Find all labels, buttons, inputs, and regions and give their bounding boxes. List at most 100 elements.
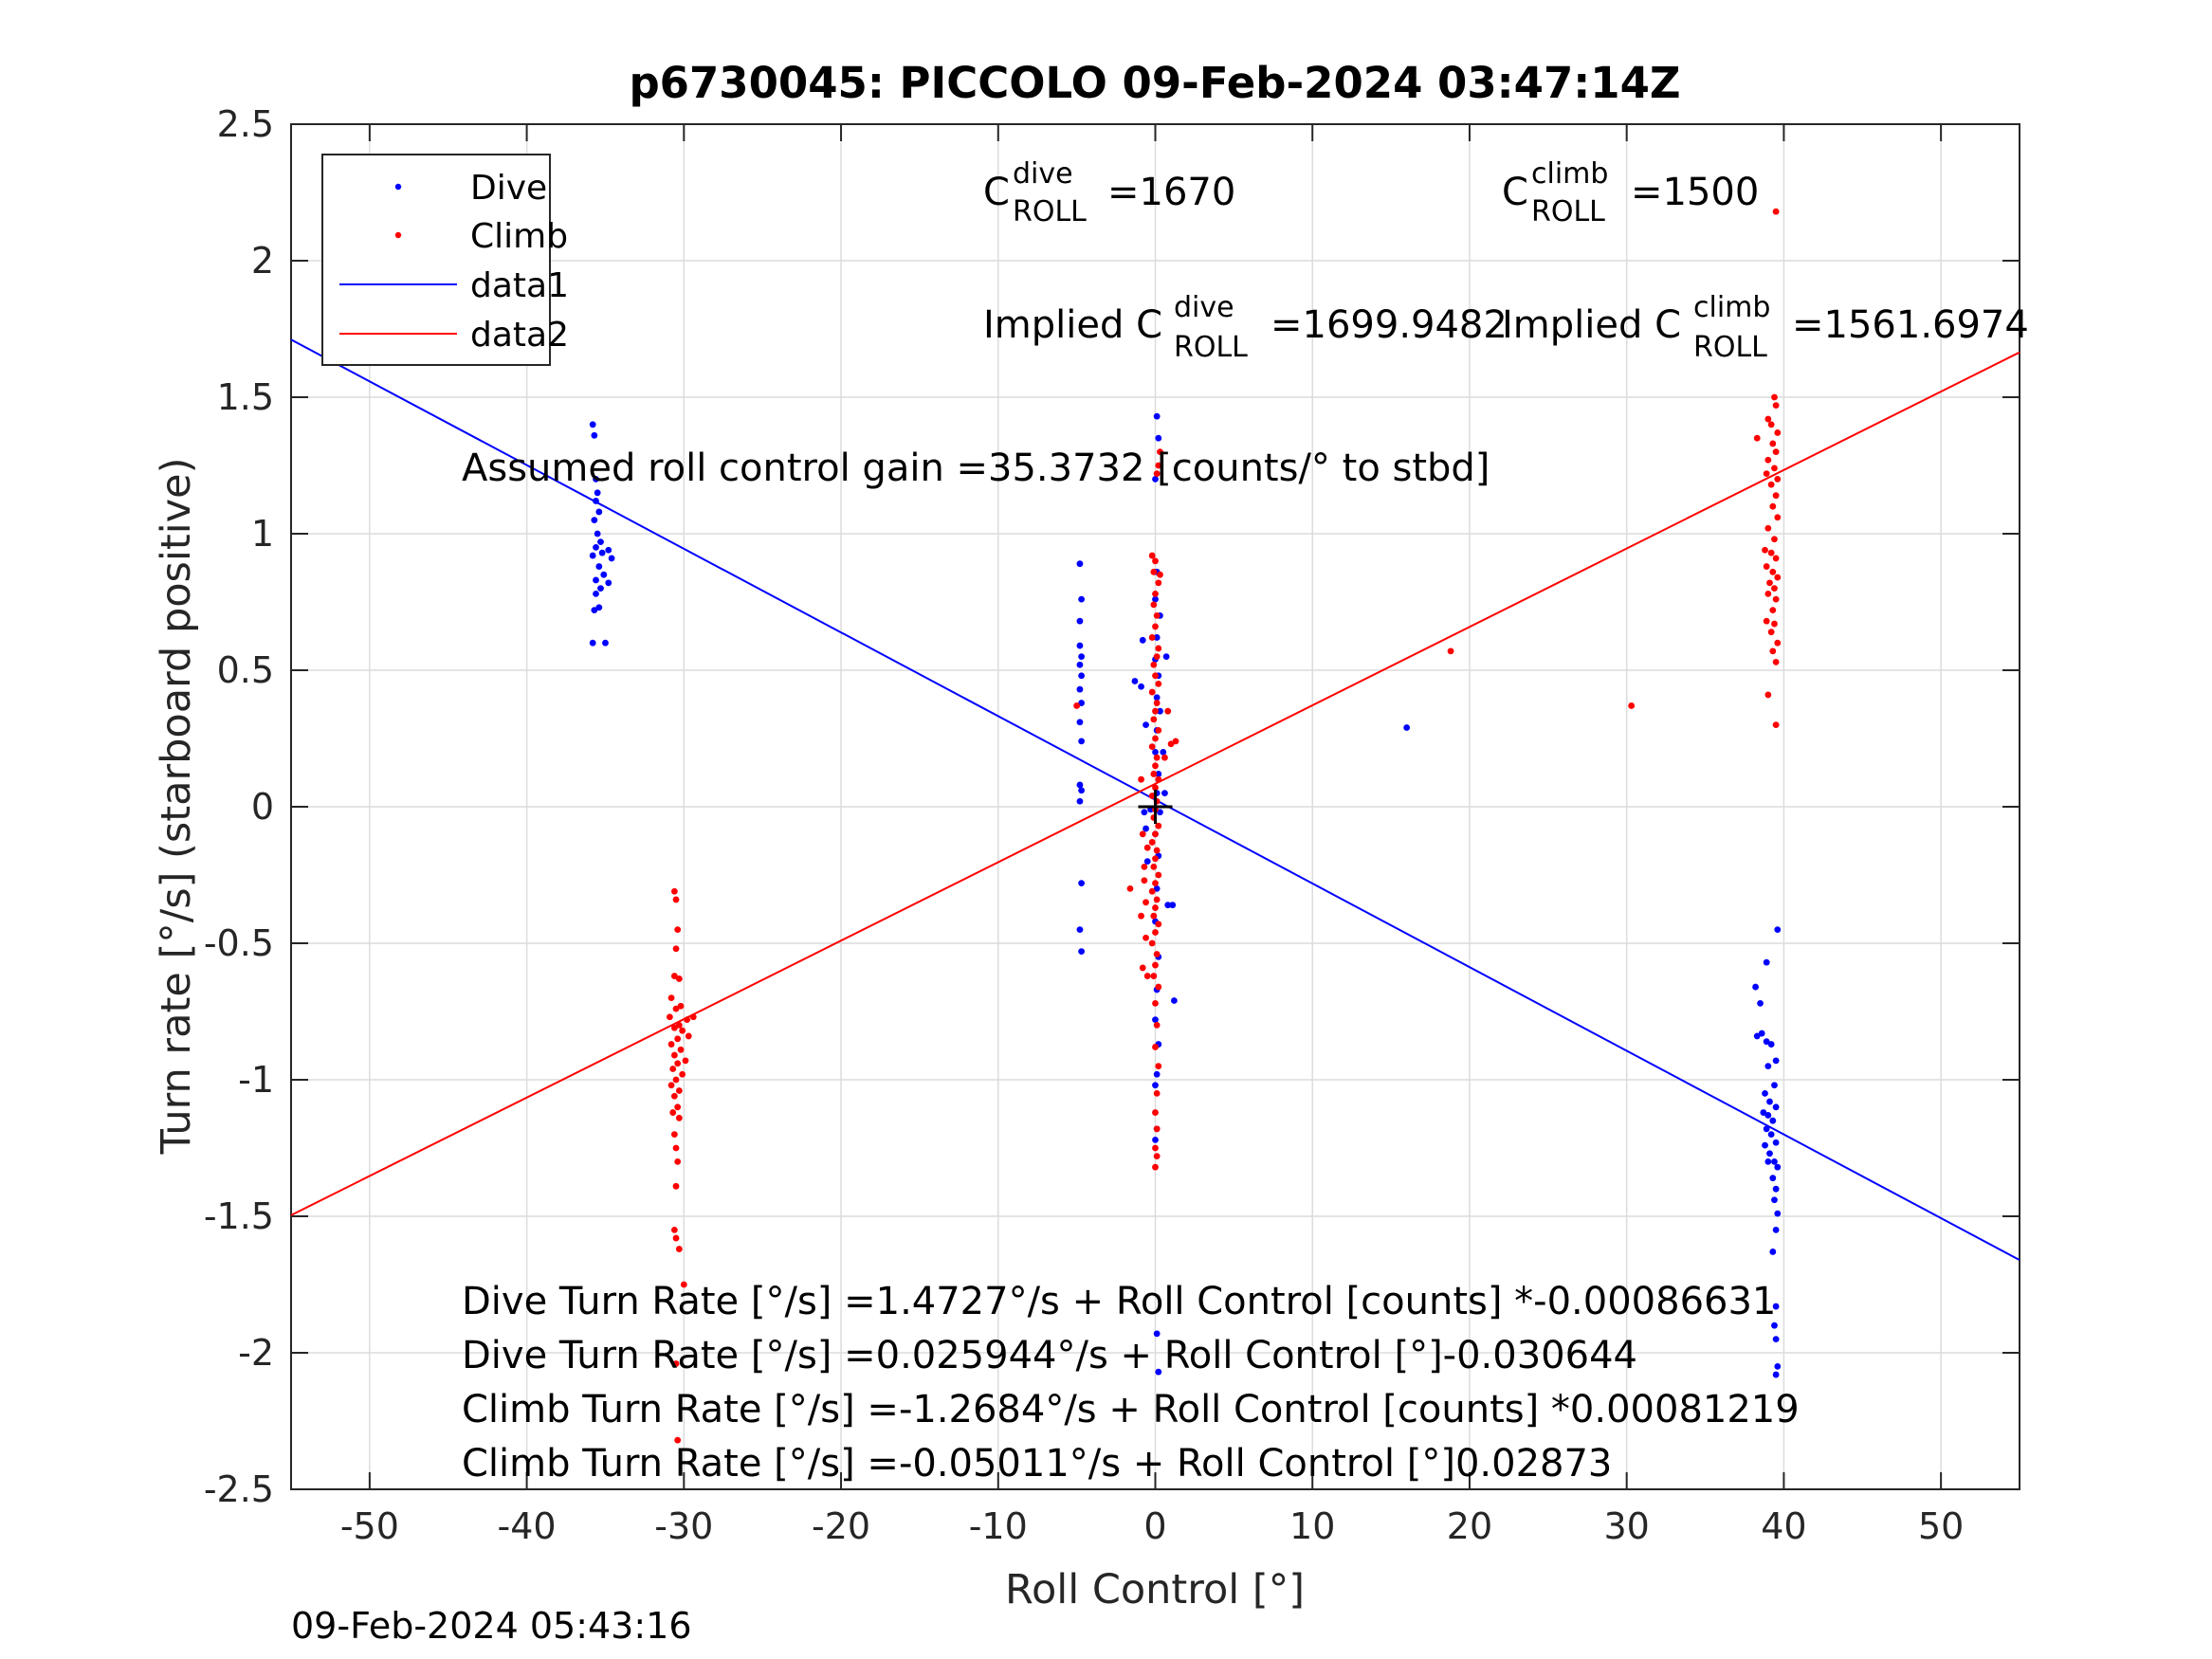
dive-point xyxy=(1762,1090,1768,1097)
climb-point xyxy=(670,973,678,979)
dive-point xyxy=(1769,1175,1777,1182)
dive-point xyxy=(1152,1016,1159,1024)
climb-point xyxy=(1774,476,1782,483)
climb-point xyxy=(1148,688,1156,696)
fit-dive-counts: Dive Turn Rate [°/s] =1.4727°/s + Roll C… xyxy=(462,1280,1776,1323)
dive-point xyxy=(602,639,609,647)
x-tick-label: -40 xyxy=(498,1505,557,1547)
climb-point xyxy=(1153,1153,1161,1160)
climb-point xyxy=(1772,402,1780,410)
dive-point xyxy=(1169,902,1177,909)
x-tick-label: -10 xyxy=(969,1505,1028,1547)
climb-point xyxy=(672,1234,680,1242)
climb-point xyxy=(1139,964,1146,972)
climb-point xyxy=(1148,634,1156,641)
dive-point xyxy=(1076,617,1084,625)
dive-point xyxy=(1076,560,1084,568)
y-tick-label: 1 xyxy=(251,513,274,555)
climb-point xyxy=(1150,568,1158,575)
climb-point xyxy=(1155,921,1162,928)
climb-point xyxy=(1767,549,1775,556)
dive-point xyxy=(1772,1139,1780,1146)
climb-point xyxy=(1150,601,1158,609)
y-tick-label: 1.5 xyxy=(217,376,274,418)
climb-point xyxy=(1769,440,1777,447)
dive-point xyxy=(1771,1196,1778,1204)
dive-point xyxy=(1752,983,1759,991)
c-roll-climb-annotation: C climb ROLL =1500 xyxy=(1502,157,1759,228)
x-tick-label: 10 xyxy=(1289,1505,1335,1547)
dive-point xyxy=(1157,707,1163,715)
climb-point xyxy=(1153,896,1161,903)
climb-point xyxy=(682,1057,689,1065)
climb-point xyxy=(1772,208,1780,215)
dive-point xyxy=(1076,661,1084,668)
dive-point xyxy=(593,590,599,597)
x-tick-label: 40 xyxy=(1761,1505,1806,1547)
dive-point xyxy=(1403,724,1411,731)
climb-point xyxy=(685,1032,692,1040)
x-tick-label: -30 xyxy=(654,1505,713,1547)
dive-point xyxy=(594,489,601,497)
dive-point xyxy=(591,517,598,523)
implied-c-roll-climb-annotation: Implied C climb ROLL =1561.6974 xyxy=(1502,291,2029,364)
legend-dive-marker xyxy=(394,183,402,191)
climb-point xyxy=(669,1109,677,1116)
dive-point xyxy=(1152,749,1159,756)
climb-point xyxy=(1152,672,1159,680)
climb-point xyxy=(675,975,683,982)
fit-dive-degrees: Dive Turn Rate [°/s] =0.025944°/s + Roll… xyxy=(462,1334,1637,1377)
climb-point xyxy=(1152,830,1159,838)
climb-point xyxy=(1164,707,1172,715)
y-tick-label: -2.5 xyxy=(204,1468,274,1510)
climb-point xyxy=(677,1046,685,1053)
dive-point xyxy=(1771,1322,1778,1329)
dive-point xyxy=(595,563,603,570)
c-dive-value: =1670 xyxy=(1107,171,1235,214)
climb-point xyxy=(1148,552,1156,559)
climb-point xyxy=(1152,929,1159,936)
dive-point xyxy=(1774,1363,1782,1370)
climb-point xyxy=(1447,647,1454,655)
climb-point xyxy=(1150,973,1158,979)
y-tick-label: -0.5 xyxy=(204,922,274,964)
c-climb-main: C xyxy=(1502,171,1528,214)
timestamp: 09-Feb-2024 05:43:16 xyxy=(291,1605,692,1647)
climb-point xyxy=(1772,658,1780,665)
fit-climb-counts: Climb Turn Rate [°/s] =-1.2684°/s + Roll… xyxy=(462,1388,1800,1431)
dive-point xyxy=(1152,595,1159,603)
climb-point xyxy=(1771,465,1778,472)
climb-point xyxy=(1152,557,1159,565)
dive-point xyxy=(593,498,599,504)
climb-point xyxy=(1155,1063,1162,1069)
climb-point xyxy=(1150,771,1158,777)
climb-point xyxy=(1763,470,1770,478)
implied-dive-sup: dive xyxy=(1174,291,1234,324)
dive-point xyxy=(1143,825,1149,832)
dive-point xyxy=(1753,1032,1761,1040)
dive-point xyxy=(1153,634,1161,641)
fit-climb-degrees: Climb Turn Rate [°/s] =-0.05011°/s + Rol… xyxy=(462,1442,1612,1486)
dive-point xyxy=(1766,1150,1773,1158)
dive-point xyxy=(605,579,612,587)
dive-point xyxy=(1076,719,1084,726)
dive-point xyxy=(1153,1070,1161,1078)
dive-point xyxy=(1076,642,1084,649)
climb-point xyxy=(1148,839,1156,846)
dive-point xyxy=(1772,1103,1780,1111)
climb-point xyxy=(1143,973,1151,979)
y-tick-label: 0 xyxy=(251,786,274,828)
climb-point xyxy=(1771,393,1778,401)
dive-point xyxy=(1164,902,1172,909)
climb-point xyxy=(1769,502,1777,510)
climb-point xyxy=(1772,448,1780,455)
dive-point xyxy=(1131,678,1139,684)
climb-point xyxy=(1762,546,1768,554)
dive-point xyxy=(1769,1249,1777,1255)
climb-point xyxy=(1152,880,1159,887)
climb-point xyxy=(672,945,680,953)
implied-dive-value: =1699.9482 xyxy=(1271,303,1508,347)
climb-point xyxy=(1126,885,1134,892)
dive-point xyxy=(1774,1163,1782,1171)
